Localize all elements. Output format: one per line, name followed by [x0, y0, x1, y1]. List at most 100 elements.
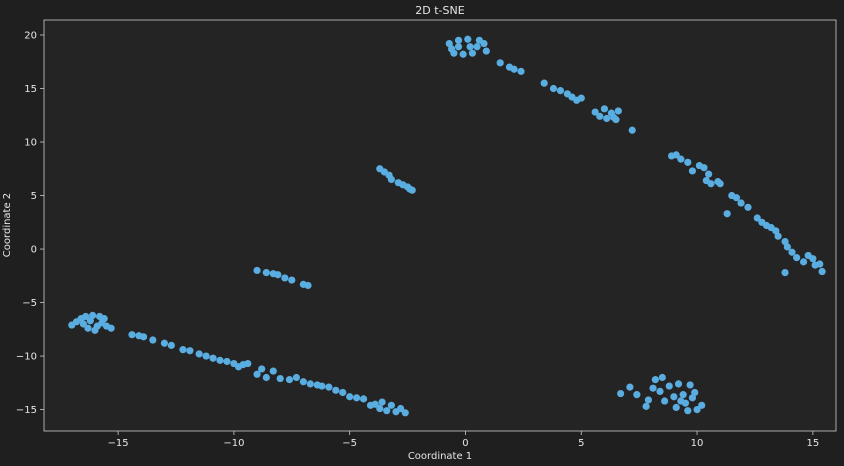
data-point	[781, 268, 789, 277]
data-point	[658, 373, 666, 382]
data-point	[84, 324, 92, 332]
data-point	[160, 339, 169, 347]
data-point	[774, 232, 782, 240]
data-point	[253, 370, 261, 378]
data-point	[401, 409, 409, 417]
data-point	[698, 401, 706, 409]
data-point	[670, 393, 678, 401]
data-point	[517, 67, 525, 75]
data-point	[285, 376, 294, 384]
data-point	[318, 382, 326, 390]
data-point	[617, 389, 625, 398]
x-tick-label: −5	[342, 438, 357, 449]
data-point	[818, 267, 826, 276]
y-tick-label: −15	[16, 405, 37, 416]
data-point	[253, 266, 261, 275]
data-point	[705, 170, 713, 178]
x-tick-label: −15	[108, 438, 129, 449]
data-point	[167, 341, 175, 349]
data-point	[149, 336, 157, 344]
x-tick-label: 15	[806, 438, 819, 449]
data-point	[707, 180, 715, 188]
data-point	[195, 350, 203, 358]
data-point	[799, 258, 808, 266]
x-tick-label: 0	[462, 438, 468, 449]
data-point	[816, 260, 824, 268]
data-point	[679, 391, 687, 399]
data-point	[387, 175, 395, 184]
data-point	[783, 243, 791, 251]
data-point	[244, 359, 252, 368]
data-point	[79, 320, 87, 328]
data-point	[292, 373, 301, 382]
data-point	[677, 397, 685, 405]
data-point	[788, 248, 796, 256]
data-point	[644, 396, 653, 404]
data-point	[468, 49, 477, 57]
data-point	[454, 43, 463, 51]
data-point	[612, 115, 620, 124]
data-point	[100, 315, 108, 323]
data-point	[686, 381, 694, 389]
data-point	[753, 214, 761, 222]
data-point	[339, 388, 347, 397]
data-point	[179, 346, 187, 354]
data-point	[346, 393, 354, 401]
data-point	[397, 404, 405, 413]
data-point	[684, 158, 692, 166]
data-point	[684, 407, 692, 415]
data-point	[732, 194, 741, 202]
data-point	[661, 397, 669, 405]
data-point	[591, 108, 599, 116]
data-point	[299, 378, 307, 386]
data-point	[376, 404, 384, 413]
x-axis-ticks: −15 −10 −5 0 5 10 15	[108, 431, 819, 449]
data-point	[482, 47, 490, 55]
data-point	[744, 203, 752, 211]
data-point	[304, 281, 312, 290]
data-point	[600, 105, 609, 113]
data-point	[480, 39, 488, 48]
x-tick-label: 5	[578, 438, 584, 449]
data-point	[672, 151, 680, 159]
data-point	[665, 382, 673, 390]
data-point	[466, 43, 474, 51]
axes-frame	[43, 19, 837, 432]
data-point	[603, 114, 611, 123]
data-point	[274, 271, 282, 279]
data-point	[276, 374, 284, 383]
data-point	[614, 107, 622, 115]
y-axis-ticks: −15 −10 −5 0 5 10 15 20	[16, 30, 44, 416]
data-point	[693, 405, 701, 414]
data-point	[107, 324, 115, 332]
data-point	[128, 331, 136, 339]
data-point	[359, 395, 368, 403]
data-point	[628, 126, 636, 134]
data-point	[325, 383, 333, 391]
data-point	[306, 380, 314, 388]
data-point	[262, 268, 270, 277]
data-point	[556, 87, 565, 95]
data-point	[209, 354, 217, 362]
data-point	[496, 59, 504, 67]
data-point	[651, 376, 659, 384]
chart-title: 2D t-SNE	[415, 4, 464, 17]
data-point	[82, 312, 90, 321]
data-point	[450, 49, 458, 57]
data-point	[737, 199, 745, 207]
x-tick-label: 10	[691, 438, 704, 449]
y-tick-label: 20	[24, 30, 37, 41]
data-point	[262, 373, 270, 382]
data-point	[383, 407, 391, 415]
data-point	[577, 94, 585, 102]
data-point	[649, 384, 657, 392]
data-point	[186, 347, 194, 355]
y-tick-label: 10	[24, 138, 37, 149]
data-point	[86, 317, 94, 325]
data-point	[269, 367, 277, 375]
data-point	[677, 155, 685, 163]
data-point	[716, 180, 724, 188]
data-point	[202, 352, 210, 360]
data-point	[371, 400, 379, 408]
